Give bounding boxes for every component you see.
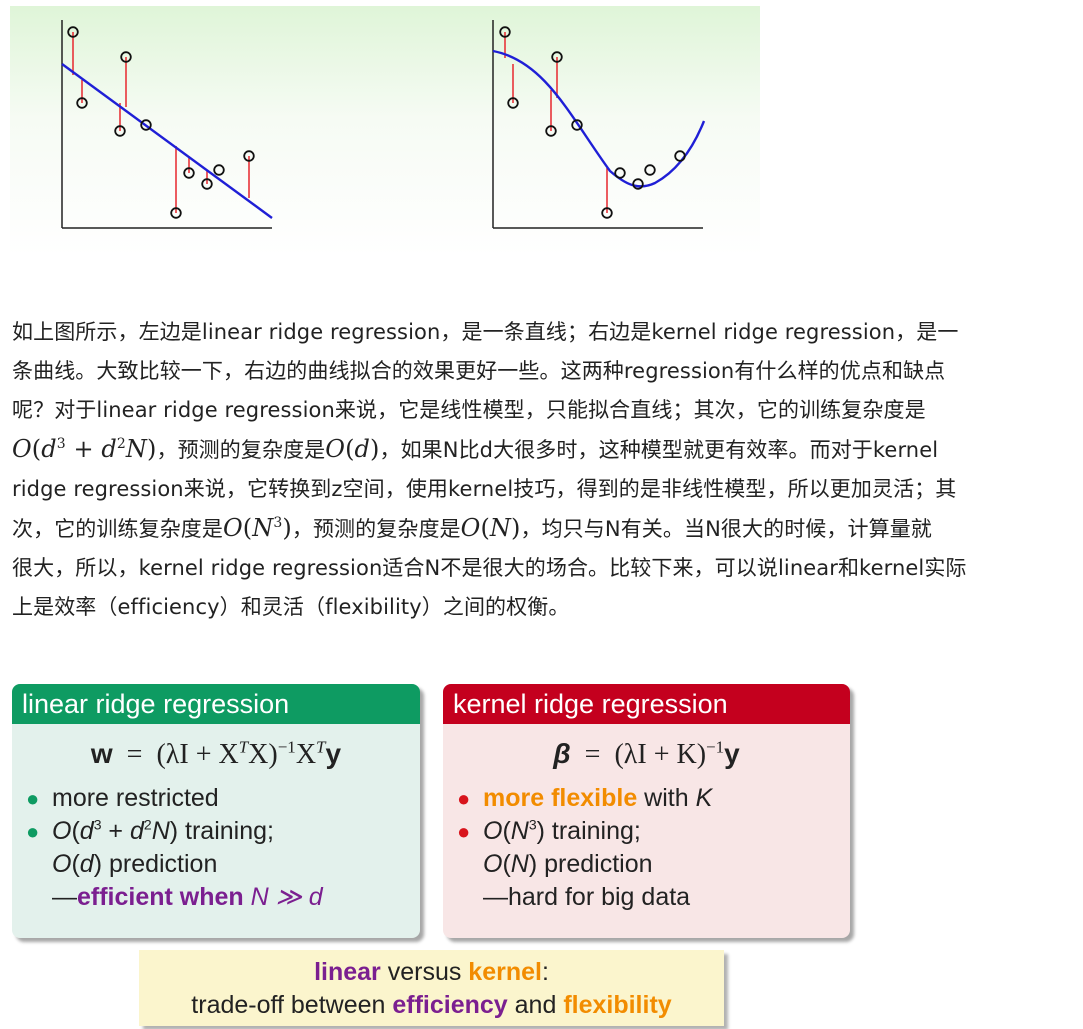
kernel-ridge-panel: kernel ridge regression β = (λI + K)−1y … (443, 684, 850, 938)
kernel-panel-title: kernel ridge regression (443, 684, 850, 724)
bullet-dot-icon: ● (26, 819, 40, 844)
linear-fit-plot (61, 20, 273, 229)
math-kernel-prediction: O(N) (460, 514, 521, 542)
tradeoff-banner: linear versus kernel: trade-off between … (139, 950, 724, 1026)
kernel-fit-plot (492, 20, 706, 229)
bullet-dot-icon: ● (457, 819, 471, 844)
math-kernel-training: O(N3) (223, 514, 292, 542)
paragraph-line-3: 呢？对于linear ridge regression来说，它是线性模型，只能拟… (12, 398, 926, 422)
kernel-bullet-flexible: ● more flexible with K (457, 782, 850, 815)
figure-background (10, 6, 760, 256)
linear-bullets: ● more restricted ● O(d3 + d2N) training; … (12, 782, 420, 914)
linear-bullet-complexity: ● O(d3 + d2N) training; O(d) prediction —… (26, 816, 323, 911)
left-data-points (67, 26, 255, 219)
paragraph-line-7: 很大，所以，kernel ridge regression适合N不是很大的场合。… (12, 556, 967, 580)
explanation-paragraph: 如上图所示，左边是linear ridge regression，是一条直线；右… (12, 313, 1076, 627)
regression-comparison-figure (10, 6, 760, 256)
linear-bullet-restricted: ● more restricted (26, 782, 420, 815)
paragraph-line-2: 条曲线。大致比较一下，右边的曲线拟合的效果更好一些。这两种regression有… (12, 359, 946, 383)
linear-panel-title: linear ridge regression (12, 684, 420, 724)
kernel-bullets: ● more flexible with K ● O(N3) training; O… (443, 782, 850, 914)
math-linear-prediction: O(d) (325, 435, 380, 463)
linear-solution-formula: w = (λI + XTX)−1XTy (90, 737, 342, 770)
banner-line-2: trade-off between efficiency and flexibi… (191, 991, 672, 1019)
regression-plots (10, 6, 760, 256)
paragraph-line-1: 如上图所示，左边是linear ridge regression，是一条直线；右… (12, 320, 959, 344)
math-linear-training: O(d3 + d2N) (12, 435, 157, 463)
paragraph-line-6: 次，它的训练复杂度是O(N3)，预测的复杂度是O(N)，均只与N有关。当N很大的… (12, 514, 932, 542)
linear-fit-line (61, 63, 273, 219)
bullet-dot-icon: ● (26, 786, 40, 811)
paragraph-line-5: ridge regression来说，它转换到z空间，使用kernel技巧，得到… (12, 477, 957, 501)
paragraph-line-4: O(d3 + d2N)，预测的复杂度是O(d)，如果N比d大很多时，这种模型就更… (12, 435, 939, 463)
kernel-solution-formula: β = (λI + K)−1y (553, 737, 740, 770)
bullet-dot-icon: ● (457, 786, 471, 811)
linear-ridge-panel: linear ridge regression w = (λI + XTX)−1… (12, 684, 420, 938)
kernel-bullet-complexity: ● O(N3) training; O(N) prediction —hard f… (457, 816, 691, 911)
paragraph-line-8: 上是效率（efficiency）和灵活（flexibility）之间的权衡。 (12, 595, 570, 619)
right-data-points (499, 26, 686, 219)
banner-line-1: linear versus kernel: (314, 958, 549, 986)
